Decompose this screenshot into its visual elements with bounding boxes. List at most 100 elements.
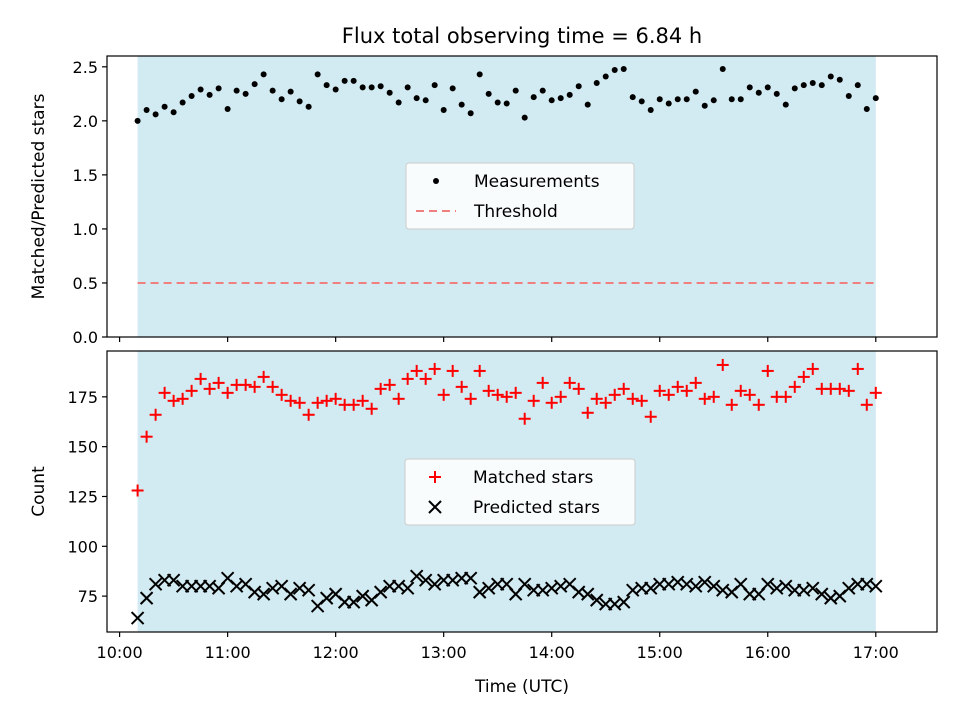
- top-panel-matched-predicted-ratio: 0.0 0.5 1.0 1.5 2.0 2.5 Matched/Predicted star…: [29, 55, 938, 347]
- plus-data-point: [239, 378, 252, 391]
- plus-data-point: [680, 384, 693, 397]
- y-tick-label: 150: [67, 438, 98, 457]
- dot-data-point: [134, 117, 141, 124]
- x-tick-label: 11:00: [205, 643, 251, 662]
- x-marker-b: [608, 597, 622, 611]
- plus-data-point: [545, 396, 558, 409]
- y-tick-label: 175: [67, 388, 98, 407]
- dot-data-point: [458, 101, 465, 108]
- y-axis-label: Matched/Predicted stars: [29, 93, 49, 299]
- plus-data-point: [698, 392, 711, 405]
- dot-data-point: [413, 95, 420, 102]
- plus-data-point: [833, 382, 846, 395]
- plus-data-point: [401, 372, 414, 385]
- plus-data-point: [446, 364, 459, 377]
- x-marker-b: [445, 573, 460, 587]
- x-marker-b: [563, 577, 577, 591]
- plus-data-point: [356, 394, 369, 407]
- x-data-point: [166, 573, 181, 587]
- x-marker-b: [265, 581, 280, 595]
- series-predicted-stars: [130, 569, 883, 625]
- dot-data-point: [746, 84, 753, 91]
- x-marker-b: [130, 611, 145, 625]
- x-marker-b: [770, 581, 784, 595]
- x-marker-b: [815, 587, 829, 601]
- x-marker-b: [319, 591, 334, 605]
- x-tick-label: 10:00: [97, 643, 143, 662]
- dot-data-point: [341, 77, 348, 84]
- x-marker-b: [428, 500, 442, 514]
- dot-data-point: [836, 76, 843, 83]
- bottom-panel-star-counts: 75 100 125 150 175 10:00 11:00 12:00 13:00 14:00 1…: [29, 350, 938, 697]
- dot-data-point: [791, 85, 798, 92]
- y-tick-label: 75: [78, 587, 98, 606]
- plus-data-point: [482, 384, 495, 397]
- dot-data-point: [611, 67, 618, 74]
- dot-data-point: [287, 88, 294, 95]
- plus-data-point: [860, 398, 873, 411]
- dot-data-point: [701, 102, 708, 109]
- dot-data-point: [206, 91, 213, 98]
- plus-data-point: [806, 362, 819, 375]
- dot-data-point: [305, 103, 312, 110]
- legend-plus-swatch: [429, 471, 441, 483]
- plus-data-point: [158, 386, 171, 399]
- x-marker-b: [481, 581, 496, 595]
- dot-data-point: [665, 100, 672, 107]
- x-marker-b: [734, 577, 748, 591]
- plus-data-point: [626, 392, 639, 405]
- x-tick-label: 17:00: [853, 643, 899, 662]
- plus-data-point: [365, 402, 378, 415]
- x-marker-b: [545, 581, 559, 595]
- legend: Matched stars Predicted stars: [404, 458, 636, 526]
- x-marker-b: [869, 579, 883, 593]
- dot-data-point: [593, 80, 600, 87]
- x-marker-b: [554, 579, 568, 593]
- plus-data-point: [311, 396, 324, 409]
- x-data-point: [761, 577, 775, 591]
- plus-data-point: [374, 382, 387, 395]
- x-data-point: [301, 583, 316, 597]
- y-tick-label: 0.5: [73, 274, 98, 293]
- x-data-point: [481, 581, 496, 595]
- x-marker-b: [472, 585, 487, 599]
- dot-data-point: [782, 101, 789, 108]
- x-data-point: [418, 573, 433, 587]
- dot-data-point: [386, 89, 393, 96]
- plus-data-point: [293, 396, 306, 409]
- dot-data-point: [368, 84, 375, 91]
- dot-data-point: [530, 94, 537, 101]
- x-marker-b: [346, 595, 361, 609]
- plus-data-point: [869, 386, 882, 399]
- plus-data-point: [563, 376, 576, 389]
- x-axis-label: Time (UTC): [474, 677, 569, 697]
- dot-data-point: [710, 97, 717, 104]
- plus-data-point: [608, 388, 621, 401]
- dot-data-point: [773, 90, 780, 97]
- legend-box: [405, 162, 635, 230]
- plus-data-point: [419, 372, 432, 385]
- x-data-point: [779, 579, 793, 593]
- x-data-point: [139, 591, 154, 605]
- x-data-point: [698, 575, 712, 589]
- dot-data-point: [755, 89, 762, 96]
- y-tick-label: 1.5: [73, 166, 98, 185]
- plus-data-point: [320, 394, 333, 407]
- plus-data-point: [572, 382, 585, 395]
- plus-data-point: [752, 398, 765, 411]
- plus-data-point: [329, 392, 342, 405]
- plus-data-point: [248, 380, 261, 393]
- dot-data-point: [188, 92, 195, 99]
- dot-data-point: [638, 98, 645, 105]
- dot-data-point: [827, 73, 834, 80]
- x-marker-b: [238, 577, 253, 591]
- dot-data-point: [854, 82, 861, 89]
- dot-data-point: [512, 87, 519, 94]
- plus-data-point: [689, 376, 702, 389]
- plus-data-point: [455, 380, 468, 393]
- plus-data-point: [176, 392, 189, 405]
- x-data-point: [815, 587, 829, 601]
- dot-data-point: [449, 85, 456, 92]
- plus-data-point: [671, 380, 684, 393]
- dot-data-point: [323, 82, 330, 89]
